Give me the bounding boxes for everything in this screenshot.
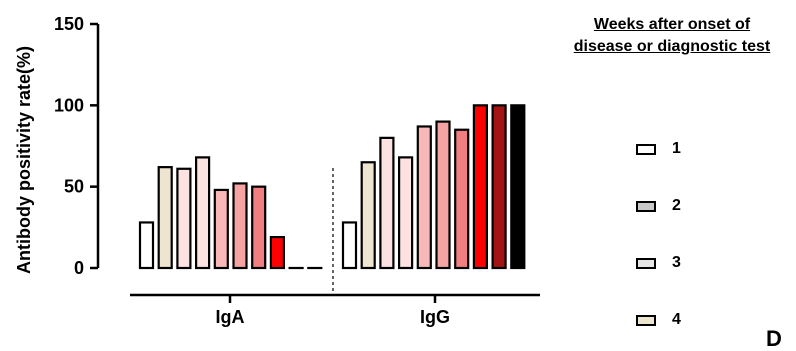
legend-label: 2 [672, 197, 681, 215]
bar-iga-8 [271, 237, 284, 268]
legend-title-line-2: disease or diagnostic test [548, 36, 796, 58]
legend-item-3: 3 [636, 253, 681, 273]
bar-igg-9 [493, 105, 506, 268]
legend-swatch [636, 144, 656, 155]
y-tick-label: 150 [54, 14, 84, 34]
legend-title: Weeks after onset of disease or diagnost… [548, 14, 796, 58]
y-axis: 0 50 100 150 [54, 14, 98, 278]
bar-iga-3 [177, 169, 190, 268]
legend-item-2: 2 [636, 196, 681, 216]
y-axis-label: Antibody positivity rate(%) [14, 46, 34, 274]
bar-igg-6 [437, 122, 450, 268]
legend-label: 3 [672, 254, 681, 272]
legend-label: 1 [672, 140, 681, 158]
bar-iga-5 [215, 190, 228, 268]
panel-letter: D [766, 328, 782, 350]
bar-igg-4 [399, 157, 412, 268]
bar-iga-2 [159, 167, 172, 268]
legend-item-1: 1 [636, 139, 681, 159]
legend-swatch [636, 201, 656, 212]
bar-igg-10 [511, 105, 524, 268]
legend-title-line-1: Weeks after onset of [548, 14, 796, 36]
bar-igg-1 [343, 222, 356, 268]
bars [140, 105, 524, 268]
bar-iga-6 [234, 183, 247, 268]
bar-igg-7 [455, 130, 468, 268]
legend-swatch [636, 315, 656, 326]
bar-igg-8 [474, 105, 487, 268]
bar-igg-2 [362, 162, 375, 268]
bar-igg-3 [380, 138, 393, 268]
legend-item-4: 4 [636, 310, 681, 330]
bar-iga-1 [140, 222, 153, 268]
x-tick-label: IgA [216, 307, 245, 327]
legend-swatch [636, 258, 656, 269]
legend-label: 4 [672, 311, 681, 329]
bar-iga-7 [252, 187, 265, 268]
y-tick-label: 0 [74, 258, 84, 278]
bar-igg-5 [418, 126, 431, 268]
x-tick-label: IgG [420, 307, 450, 327]
bar-iga-4 [196, 157, 209, 268]
y-tick-label: 50 [64, 177, 84, 197]
y-tick-label: 100 [54, 95, 84, 115]
